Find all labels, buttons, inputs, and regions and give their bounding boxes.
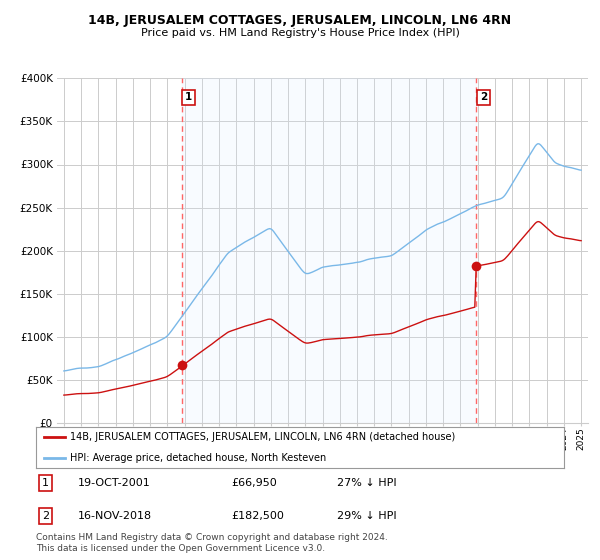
Bar xyxy=(182,78,476,423)
Text: 2: 2 xyxy=(42,511,49,521)
Text: 2: 2 xyxy=(480,92,487,102)
Text: 1: 1 xyxy=(185,92,193,102)
Text: £182,500: £182,500 xyxy=(232,511,284,521)
Text: 16-NOV-2018: 16-NOV-2018 xyxy=(78,511,152,521)
Text: 29% ↓ HPI: 29% ↓ HPI xyxy=(337,511,397,521)
Text: 1: 1 xyxy=(42,478,49,488)
Text: £66,950: £66,950 xyxy=(232,478,277,488)
Text: 14B, JERUSALEM COTTAGES, JERUSALEM, LINCOLN, LN6 4RN: 14B, JERUSALEM COTTAGES, JERUSALEM, LINC… xyxy=(88,14,512,27)
Text: HPI: Average price, detached house, North Kesteven: HPI: Average price, detached house, Nort… xyxy=(70,452,326,463)
Text: Contains HM Land Registry data © Crown copyright and database right 2024.
This d: Contains HM Land Registry data © Crown c… xyxy=(36,533,388,553)
Text: 27% ↓ HPI: 27% ↓ HPI xyxy=(337,478,397,488)
Text: Price paid vs. HM Land Registry's House Price Index (HPI): Price paid vs. HM Land Registry's House … xyxy=(140,28,460,38)
Text: 19-OCT-2001: 19-OCT-2001 xyxy=(78,478,151,488)
Text: 14B, JERUSALEM COTTAGES, JERUSALEM, LINCOLN, LN6 4RN (detached house): 14B, JERUSALEM COTTAGES, JERUSALEM, LINC… xyxy=(70,432,455,442)
